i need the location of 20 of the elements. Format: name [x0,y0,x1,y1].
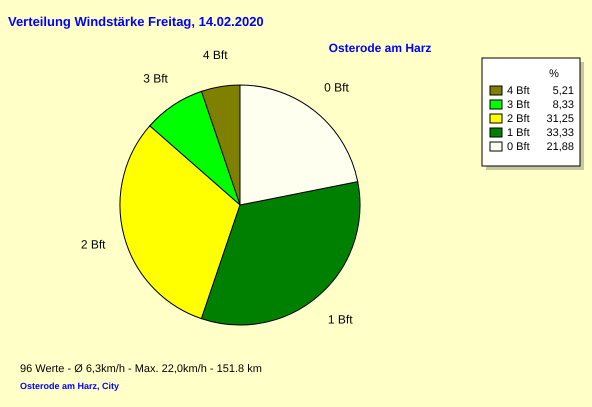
slice-label: 2 Bft [80,237,106,252]
data-label: 5,21 [552,85,574,97]
legend-title: % [549,68,560,80]
slice-label: 1 Bft [328,312,354,326]
text: Osterode am Harz, City [20,381,120,391]
legend-label: 4 Bft [507,85,530,97]
slice-label: 4 Bft [202,48,228,62]
slice-label: 3 Bft [143,72,169,86]
chart-title: Verteilung Windstärke Freitag, 14.02.2020 [8,14,264,29]
chart-subtitle: Osterode am Harz [328,41,432,55]
data-label: 31,25 [546,113,574,125]
data-label: 21,88 [546,141,574,153]
legend-label: 0 Bft [507,141,530,153]
data-label: 33,33 [546,127,574,139]
legend-label: 3 Bft [507,99,530,111]
data-label: 8,33 [552,99,574,111]
text: 96 Werte - Ø 6,3km/h - Max. 22,0km/h - 151.8 km [20,363,262,375]
legend-label: 1 Bft [507,127,530,139]
slice-label: 0 Bft [324,80,350,95]
legend-label: 2 Bft [507,113,530,125]
